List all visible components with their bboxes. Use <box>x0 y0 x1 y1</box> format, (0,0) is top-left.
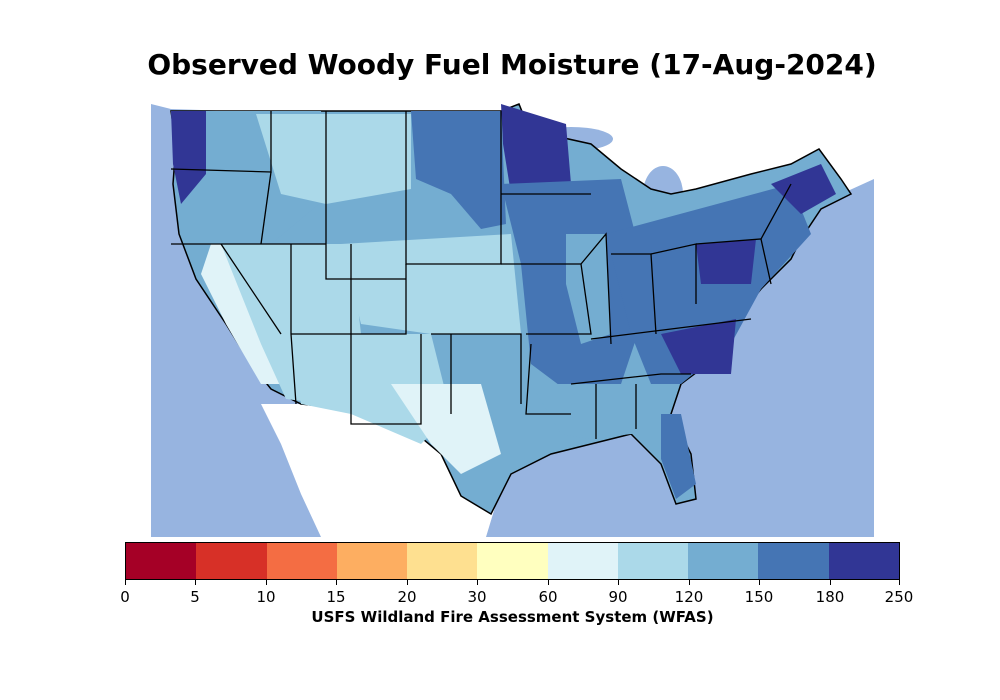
colorbar-segment <box>477 543 548 579</box>
tick-mark <box>548 580 549 585</box>
zone-lightest-texas <box>391 384 501 474</box>
tick-mark <box>477 580 478 585</box>
state-borders <box>170 111 792 439</box>
tick-label: 5 <box>190 588 200 606</box>
tick-mark <box>336 580 337 585</box>
tick-mark <box>759 580 760 585</box>
map-title: Observed Woody Fuel Moisture (17-Aug-202… <box>147 48 877 81</box>
zone-light-idaho-montana <box>256 114 411 204</box>
tick-label: 10 <box>256 588 276 606</box>
colorbar-segment <box>617 543 689 579</box>
colorbar-segment <box>196 543 267 579</box>
tick-label: 60 <box>538 588 558 606</box>
colorbar-segment <box>266 543 337 579</box>
colorbar-segment <box>758 543 829 579</box>
tick-label: 180 <box>815 588 845 606</box>
tick-mark <box>830 580 831 585</box>
zone-light-four-corners <box>291 334 451 444</box>
zone-light-plains <box>341 234 521 334</box>
tick-label: 150 <box>744 588 774 606</box>
colorbar-label: USFS Wildland Fire Assessment System (WF… <box>311 608 714 626</box>
tick-label: 120 <box>674 588 704 606</box>
map-canvas <box>151 84 874 537</box>
colorbar-segment <box>828 543 899 579</box>
zone-medium-illinois <box>566 234 611 344</box>
colorbar-segment <box>126 543 197 579</box>
colorbar-segment <box>547 543 618 579</box>
zone-dark-florida <box>661 414 696 499</box>
tick-mark <box>899 580 900 585</box>
tick-label: 30 <box>467 588 487 606</box>
tick-label: 20 <box>397 588 417 606</box>
zone-darkest-washington-coast <box>171 111 206 204</box>
mexico-land <box>261 404 496 537</box>
zone-darkest-carolinas <box>661 319 736 374</box>
tick-mark <box>125 580 126 585</box>
zone-dark-north-central <box>411 111 506 229</box>
tick-label: 250 <box>884 588 914 606</box>
tick-label: 15 <box>326 588 346 606</box>
colorbar-segment <box>688 543 759 579</box>
tick-mark <box>618 580 619 585</box>
zone-darkest-minnesota <box>501 104 571 194</box>
tick-mark <box>689 580 690 585</box>
colorbar <box>125 542 900 580</box>
tick-mark <box>266 580 267 585</box>
tick-mark <box>195 580 196 585</box>
colorbar-segment <box>336 543 408 579</box>
tick-label: 0 <box>120 588 130 606</box>
zone-darkest-new-england <box>771 164 836 214</box>
tick-mark <box>407 580 408 585</box>
colorbar-segment <box>407 543 478 579</box>
zone-darkest-pennsylvania <box>696 239 756 284</box>
colorbar-ticks: 0 5 10 15 20 30 60 90 120 150 180 250 <box>120 580 913 606</box>
fuel-moisture-map <box>151 84 874 537</box>
tick-label: 90 <box>608 588 628 606</box>
